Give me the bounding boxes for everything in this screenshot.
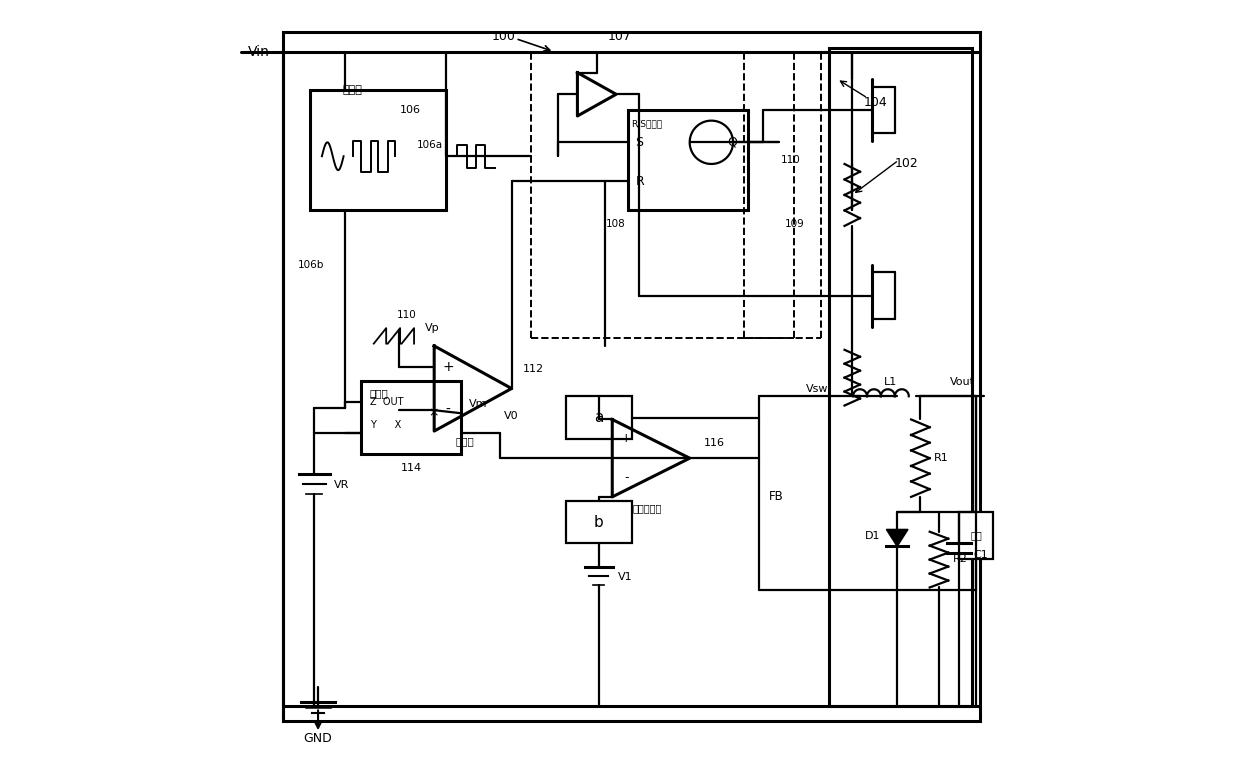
Bar	[310, 90, 446, 211]
Text: R2: R2	[952, 554, 967, 564]
Text: -: -	[624, 471, 629, 484]
Text: Vout: Vout	[950, 378, 975, 387]
Text: +: +	[621, 432, 631, 445]
Text: 109: 109	[785, 219, 804, 229]
Text: 110: 110	[397, 310, 417, 320]
Text: S: S	[635, 136, 644, 149]
Bar	[565, 500, 631, 543]
Text: 108: 108	[606, 219, 626, 229]
Text: V1: V1	[618, 572, 632, 582]
Text: 110: 110	[780, 155, 800, 165]
Text: 102: 102	[894, 158, 919, 170]
Text: -: -	[445, 403, 450, 417]
Text: 112: 112	[523, 364, 544, 375]
Text: FB: FB	[769, 490, 784, 503]
Bar	[565, 396, 631, 439]
Bar	[361, 381, 461, 455]
Text: R1: R1	[934, 453, 949, 463]
Text: 负载: 负载	[970, 531, 982, 541]
Text: Q: Q	[728, 136, 738, 149]
Text: 116: 116	[703, 437, 724, 448]
Text: Vin: Vin	[248, 45, 270, 59]
Text: +: +	[443, 360, 454, 374]
Text: Vsw: Vsw	[806, 384, 828, 393]
Text: 114: 114	[401, 463, 422, 473]
Text: 比较器: 比较器	[456, 436, 475, 446]
Text: 乘法器: 乘法器	[370, 388, 388, 399]
Text: D1: D1	[864, 531, 880, 541]
Text: ×: ×	[428, 407, 439, 420]
Text: GND: GND	[304, 732, 332, 745]
Text: R/S锁存器: R/S锁存器	[631, 119, 662, 128]
Text: VR: VR	[334, 480, 348, 490]
Text: 采样器: 采样器	[343, 85, 363, 96]
Text: b: b	[594, 514, 604, 530]
Text: Vm: Vm	[469, 399, 487, 409]
Text: 106: 106	[399, 105, 420, 115]
Text: Y      X: Y X	[370, 420, 402, 430]
Bar	[830, 48, 972, 706]
Text: 106a: 106a	[417, 140, 444, 150]
Text: 106b: 106b	[298, 260, 324, 270]
Text: 104: 104	[863, 96, 888, 109]
Text: Z  OUT: Z OUT	[370, 397, 403, 406]
Text: V0: V0	[503, 410, 518, 420]
Polygon shape	[887, 529, 908, 546]
Text: 107: 107	[608, 30, 632, 43]
Bar	[959, 512, 993, 559]
Text: 100: 100	[492, 30, 516, 43]
Text: C1: C1	[973, 550, 988, 560]
Bar	[283, 33, 980, 721]
Text: L1: L1	[884, 378, 898, 387]
Text: 误差放大器: 误差放大器	[632, 503, 662, 514]
Text: a: a	[594, 410, 604, 425]
Text: Vp: Vp	[425, 323, 440, 333]
Text: R: R	[635, 175, 645, 187]
Bar	[627, 110, 748, 211]
